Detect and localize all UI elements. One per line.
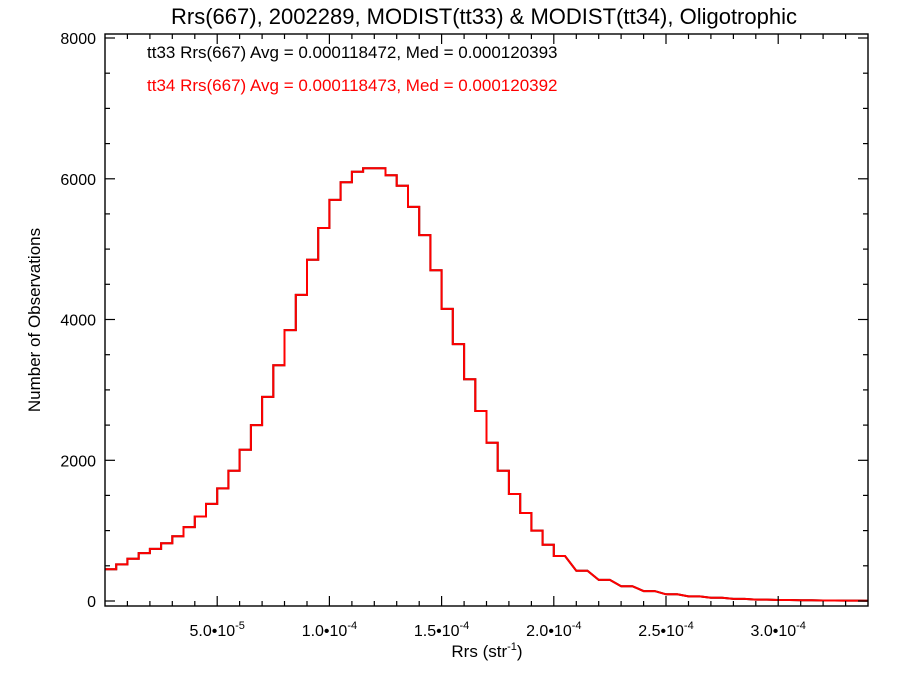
series-tt33 — [105, 167, 869, 602]
series-layer — [105, 167, 869, 602]
x-tick-label: 1.0•10-4 — [302, 620, 357, 640]
annotation-tt33: tt33 Rrs(667) Avg = 0.000118472, Med = 0… — [147, 43, 558, 62]
y-tick-label: 8000 — [60, 31, 96, 48]
plot-frame — [104, 33, 869, 607]
x-tick-label: 1.5•10-4 — [414, 620, 469, 640]
y-tick-label: 4000 — [60, 313, 96, 330]
y-tick-label: 0 — [87, 594, 96, 611]
x-axis-label-exponent: -1 — [507, 641, 517, 653]
x-axis-label-text: Rrs (str — [451, 642, 507, 661]
series-tt34 — [105, 167, 869, 602]
x-axis: 5.0•10-5 1.0•10-4 1.5•10-4 2.0•10-4 2.5•10-4… — [126, 34, 847, 640]
x-tick-label: 2.0•10-4 — [526, 620, 581, 640]
y-axis: 0 2000 4000 6000 8000 — [60, 31, 868, 611]
x-tick-label: 5.0•10-5 — [189, 620, 244, 640]
x-axis-label-close: ) — [517, 642, 523, 661]
x-axis-label: Rrs (str-1) — [451, 641, 522, 661]
y-axis-label: Number of Observations — [25, 228, 44, 412]
chart-title: Rrs(667), 2002289, MODIST(tt33) & MODIST… — [171, 4, 797, 29]
x-tick-label: 2.5•10-4 — [638, 620, 693, 640]
x-tick-label: 3.0•10-4 — [750, 620, 805, 640]
y-tick-label: 2000 — [60, 453, 96, 470]
annotation-tt34: tt34 Rrs(667) Avg = 0.000118473, Med = 0… — [147, 76, 558, 95]
y-tick-label: 6000 — [60, 172, 96, 189]
